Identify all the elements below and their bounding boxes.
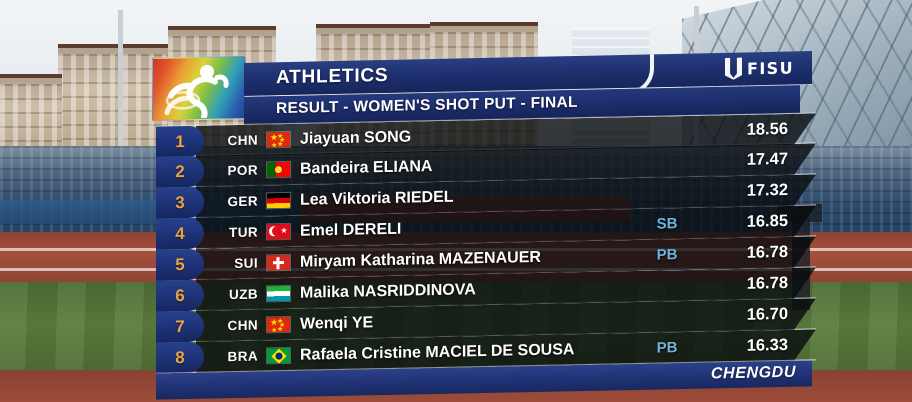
athlete-family-name: NASRIDDINOVA: [353, 280, 476, 301]
host-city-label: CHENGDU: [710, 363, 796, 383]
athlete-family-name: MACIEL DE SOUSA: [425, 340, 575, 361]
athlete-family-name: MAZENAUER: [438, 248, 541, 268]
result-distance: 16.78: [746, 242, 788, 262]
fisu-u-mark-icon: [725, 58, 742, 80]
mark-type-badge: PB: [656, 246, 678, 264]
athlete-name: Rafaela Cristine MACIEL DE SOUSA: [300, 341, 574, 365]
athlete-given-name: Bandeira: [300, 158, 369, 178]
noc-code: POR: [227, 162, 258, 179]
result-distance: 16.78: [746, 273, 788, 293]
noc-code: SUI: [234, 255, 258, 272]
result-distance: 16.70: [746, 304, 788, 324]
result-distance: 17.32: [746, 180, 788, 200]
athlete-name: Wenqi YE: [300, 314, 373, 333]
athlete-name: Malika NASRIDDINOVA: [300, 281, 476, 303]
uzbekistan-flag-icon: [266, 284, 291, 303]
switzerland-flag-icon: [266, 253, 291, 272]
mark-type-badge: SB: [656, 215, 678, 233]
athlete-given-name: Miryam Katharina: [300, 250, 435, 271]
noc-code: TUR: [229, 224, 258, 241]
athlete-name: Lea Viktoria RIEDEL: [300, 188, 454, 209]
china-flag-icon: ★ ★ ★ ★ ★: [266, 315, 291, 334]
athlete-given-name: Malika: [300, 283, 349, 302]
athlete-given-name: Jiayuan: [300, 129, 360, 148]
athlete-name: Emel DERELI: [300, 220, 401, 240]
athlete-name: Bandeira ELIANA: [300, 158, 432, 179]
athlete-family-name: YE: [351, 313, 374, 332]
noc-code: GER: [227, 193, 258, 210]
china-flag-icon: ★ ★ ★ ★ ★: [266, 130, 291, 149]
result-distance: 16.85: [746, 211, 788, 231]
athletics-pictogram-icon: [152, 56, 246, 121]
sport-title: ATHLETICS: [276, 64, 389, 89]
result-distance: 17.47: [746, 149, 788, 169]
result-distance: 16.33: [746, 335, 788, 355]
event-subtitle: RESULT - WOMEN'S SHOT PUT - FINAL: [276, 93, 578, 118]
mark-type-badge: PB: [656, 339, 678, 357]
mark-type-badge: [644, 285, 690, 286]
mark-type-badge: [644, 131, 690, 132]
result-distance: 18.56: [746, 119, 788, 139]
germany-flag-icon: [266, 191, 291, 210]
mark-type-badge: [644, 161, 690, 162]
athlete-family-name: ELIANA: [372, 157, 433, 176]
fisu-logo: FISU: [725, 55, 794, 80]
athlete-family-name: SONG: [364, 128, 412, 146]
portugal-flag-icon: [266, 160, 291, 179]
light-pole-1: [118, 10, 123, 150]
mark-type-badge: [644, 192, 690, 193]
noc-code: BRA: [227, 348, 258, 365]
mark-type-badge: [644, 316, 690, 317]
athlete-name: Jiayuan SONG: [300, 128, 411, 148]
results-list: 1 CHN ★ ★ ★ ★ ★ Jiayuan SONG 18.56 2 POR Bandeira E…: [156, 112, 816, 374]
building-background-5: [0, 74, 62, 150]
athlete-given-name: Wenqi: [300, 314, 348, 333]
athlete-given-name: Rafaela Cristine: [300, 343, 421, 364]
results-graphic-overlay: ATHLETICS FISU RESULT - WOMEN'S SHOT PUT…: [152, 51, 816, 400]
brazil-flag-icon: [266, 346, 291, 365]
athlete-family-name: DERELI: [342, 220, 402, 239]
noc-code: UZB: [229, 286, 258, 303]
noc-code: CHN: [227, 132, 258, 149]
athlete-name: Miryam Katharina MAZENAUER: [300, 248, 541, 271]
athlete-given-name: Lea Viktoria: [300, 189, 391, 209]
athlete-given-name: Emel: [300, 221, 339, 240]
athlete-family-name: RIEDEL: [394, 188, 454, 207]
turkey-flag-icon: ★: [266, 222, 291, 241]
fisu-wordmark: FISU: [747, 57, 794, 78]
noc-code: CHN: [227, 317, 258, 334]
